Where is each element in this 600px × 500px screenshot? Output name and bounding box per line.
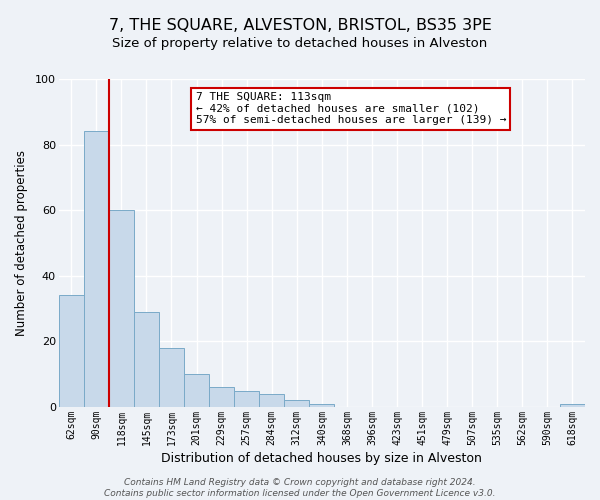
Text: Contains HM Land Registry data © Crown copyright and database right 2024.
Contai: Contains HM Land Registry data © Crown c…	[104, 478, 496, 498]
Bar	[310, 404, 334, 407]
Bar	[109, 210, 134, 407]
Bar	[209, 388, 234, 407]
Y-axis label: Number of detached properties: Number of detached properties	[15, 150, 28, 336]
Bar	[134, 312, 159, 407]
Text: 7 THE SQUARE: 113sqm
← 42% of detached houses are smaller (102)
57% of semi-deta: 7 THE SQUARE: 113sqm ← 42% of detached h…	[196, 92, 506, 126]
Bar	[560, 404, 585, 407]
X-axis label: Distribution of detached houses by size in Alveston: Distribution of detached houses by size …	[161, 452, 482, 465]
Bar	[259, 394, 284, 407]
Bar	[84, 132, 109, 407]
Bar	[59, 296, 84, 407]
Text: 7, THE SQUARE, ALVESTON, BRISTOL, BS35 3PE: 7, THE SQUARE, ALVESTON, BRISTOL, BS35 3…	[109, 18, 491, 32]
Text: Size of property relative to detached houses in Alveston: Size of property relative to detached ho…	[112, 38, 488, 51]
Bar	[159, 348, 184, 407]
Bar	[184, 374, 209, 407]
Bar	[234, 390, 259, 407]
Bar	[284, 400, 310, 407]
